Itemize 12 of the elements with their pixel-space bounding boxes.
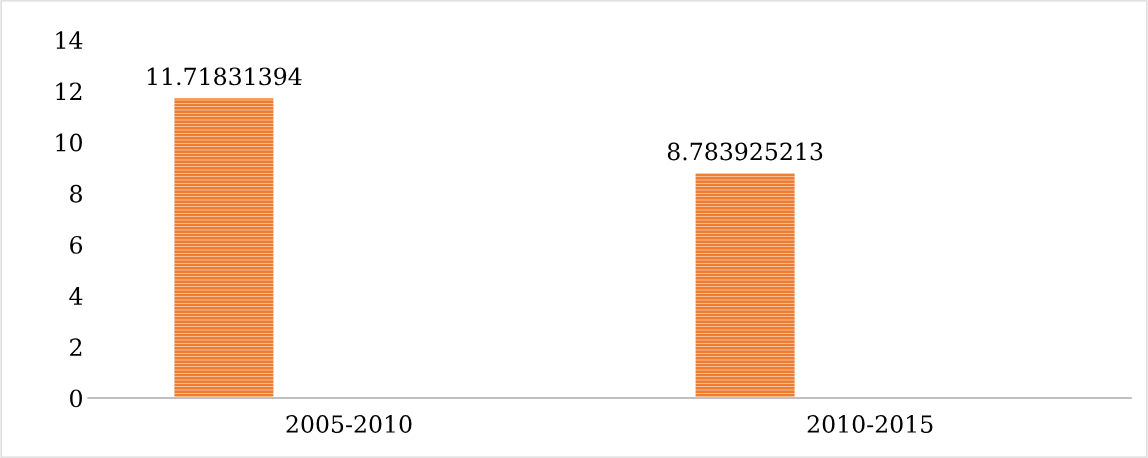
y-tick-label: 2 [70, 338, 82, 356]
x-tick-label: 2005-2010 [286, 415, 412, 433]
y-tick-label: 6 [70, 235, 83, 254]
y-tick-label: 8 [70, 184, 82, 203]
y-tick-label: 12 [56, 82, 82, 100]
x-tick-label: 2010-2015 [807, 415, 933, 433]
data-label: 11.71831394 [147, 67, 302, 86]
y-tick-label: 0 [70, 389, 82, 408]
y-tick-label: 4 [69, 287, 83, 305]
y-tick-label: 10 [56, 133, 82, 152]
data-label: 8.783925213 [667, 142, 823, 161]
y-tick-label: 14 [56, 31, 83, 49]
